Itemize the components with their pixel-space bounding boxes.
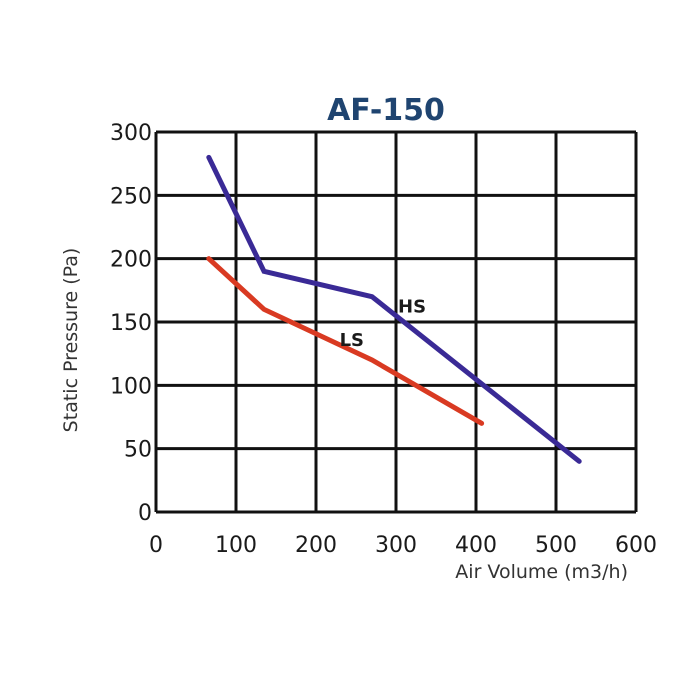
y-tick-label: 50 — [124, 438, 152, 463]
x-tick-label: 300 — [375, 533, 417, 558]
x-axis-label: Air Volume (m3/h) — [455, 561, 628, 583]
x-tick-label: 500 — [535, 533, 577, 558]
x-tick-label: 100 — [215, 533, 257, 558]
y-tick-label: 150 — [110, 311, 152, 336]
series-label-hs: HS — [398, 297, 426, 318]
x-tick-label: 0 — [149, 533, 163, 558]
x-axis-ticks: 0 100 200 300 400 500 600 — [149, 533, 657, 558]
series-label-ls: LS — [340, 330, 364, 351]
y-axis-label: Static Pressure (Pa) — [60, 248, 82, 433]
x-tick-label: 400 — [455, 533, 497, 558]
series-lines: HS LS — [206, 154, 582, 464]
y-tick-label: 0 — [138, 501, 152, 526]
y-tick-label: 300 — [110, 121, 152, 146]
y-axis-ticks: 0 50 100 150 200 250 300 — [110, 121, 152, 526]
grid — [154, 130, 638, 514]
series-line-hs — [206, 154, 582, 464]
x-tick-label: 600 — [615, 533, 657, 558]
y-tick-label: 250 — [110, 184, 152, 209]
x-tick-label: 200 — [295, 533, 337, 558]
y-tick-label: 100 — [110, 374, 152, 399]
series-line-ls — [206, 256, 485, 426]
y-tick-label: 200 — [110, 248, 152, 273]
chart-title: AF-150 — [327, 93, 445, 128]
